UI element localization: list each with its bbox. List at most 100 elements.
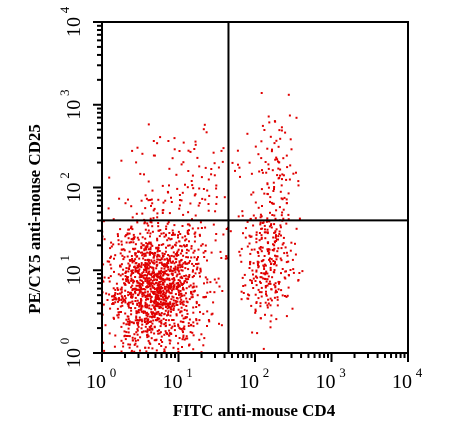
data-point bbox=[171, 278, 174, 281]
data-point bbox=[160, 280, 163, 283]
x-tick-label-exponent: 3 bbox=[339, 365, 346, 380]
data-point bbox=[150, 299, 152, 302]
data-point bbox=[271, 169, 274, 172]
data-point bbox=[178, 204, 181, 207]
data-point bbox=[191, 174, 194, 177]
data-point bbox=[139, 301, 142, 303]
data-point bbox=[194, 272, 197, 275]
data-point bbox=[173, 322, 176, 325]
data-point bbox=[281, 211, 284, 214]
data-point bbox=[132, 272, 135, 274]
data-point bbox=[177, 325, 180, 328]
data-point bbox=[151, 275, 154, 278]
data-point bbox=[156, 304, 159, 307]
data-point bbox=[192, 264, 195, 267]
data-point bbox=[159, 301, 162, 303]
data-point bbox=[274, 262, 276, 265]
data-point bbox=[260, 215, 263, 218]
data-point bbox=[141, 288, 144, 291]
data-point bbox=[168, 277, 171, 280]
data-point bbox=[273, 231, 276, 234]
data-point bbox=[270, 258, 273, 261]
data-point bbox=[120, 240, 123, 243]
data-point bbox=[285, 154, 288, 157]
data-point bbox=[285, 198, 288, 201]
data-point bbox=[146, 297, 149, 300]
data-point bbox=[214, 239, 217, 242]
data-point bbox=[128, 301, 130, 304]
data-point bbox=[165, 290, 168, 293]
data-point bbox=[193, 194, 196, 197]
data-point bbox=[156, 216, 159, 219]
data-point bbox=[130, 225, 133, 228]
data-point bbox=[145, 312, 148, 315]
data-point bbox=[194, 140, 197, 143]
data-point bbox=[167, 262, 170, 265]
data-point bbox=[149, 315, 152, 318]
data-point bbox=[264, 273, 267, 276]
data-point bbox=[178, 272, 181, 275]
data-point bbox=[172, 307, 175, 310]
data-points bbox=[101, 92, 304, 354]
data-point bbox=[164, 265, 167, 268]
data-point bbox=[144, 252, 147, 255]
data-point bbox=[274, 236, 277, 239]
data-point bbox=[260, 140, 263, 143]
data-point bbox=[155, 304, 158, 307]
data-point bbox=[122, 322, 125, 325]
data-point bbox=[180, 306, 183, 309]
data-point bbox=[269, 326, 272, 329]
data-point bbox=[198, 272, 201, 275]
data-point bbox=[249, 235, 252, 238]
data-point bbox=[180, 265, 183, 268]
data-point bbox=[261, 171, 264, 174]
data-point bbox=[249, 279, 252, 282]
data-point bbox=[141, 251, 144, 254]
data-point bbox=[177, 264, 180, 267]
data-point bbox=[132, 233, 135, 236]
data-point bbox=[150, 327, 153, 330]
data-point bbox=[146, 231, 149, 234]
data-point bbox=[217, 166, 220, 169]
data-point bbox=[265, 290, 267, 293]
data-point bbox=[128, 264, 131, 267]
data-point bbox=[147, 248, 150, 251]
data-point bbox=[153, 300, 156, 302]
data-point bbox=[207, 178, 210, 181]
data-point bbox=[175, 334, 177, 337]
data-point bbox=[157, 303, 160, 306]
data-point bbox=[113, 257, 115, 260]
data-point bbox=[135, 316, 138, 319]
data-point bbox=[285, 295, 288, 298]
data-point bbox=[192, 306, 195, 309]
data-point bbox=[218, 285, 221, 288]
data-point bbox=[275, 139, 278, 142]
data-point bbox=[159, 136, 162, 139]
data-point bbox=[188, 285, 191, 288]
data-point bbox=[246, 220, 249, 223]
data-point bbox=[169, 301, 172, 304]
data-point bbox=[175, 241, 178, 244]
data-point bbox=[177, 234, 179, 237]
data-point bbox=[260, 295, 263, 298]
data-point bbox=[136, 255, 139, 258]
data-point bbox=[177, 350, 180, 353]
data-point bbox=[280, 259, 283, 262]
data-point bbox=[257, 206, 260, 209]
data-point bbox=[177, 323, 180, 326]
data-point bbox=[132, 241, 135, 244]
data-point bbox=[172, 285, 175, 287]
data-point bbox=[156, 250, 159, 253]
data-point bbox=[197, 248, 200, 251]
data-point bbox=[259, 305, 262, 308]
data-point bbox=[188, 229, 190, 232]
data-point bbox=[162, 274, 165, 277]
data-point bbox=[182, 317, 185, 320]
data-point bbox=[181, 249, 183, 252]
data-point bbox=[125, 323, 128, 326]
data-point bbox=[161, 212, 164, 214]
data-point bbox=[263, 224, 266, 227]
data-point bbox=[151, 271, 154, 274]
data-point bbox=[171, 274, 174, 277]
